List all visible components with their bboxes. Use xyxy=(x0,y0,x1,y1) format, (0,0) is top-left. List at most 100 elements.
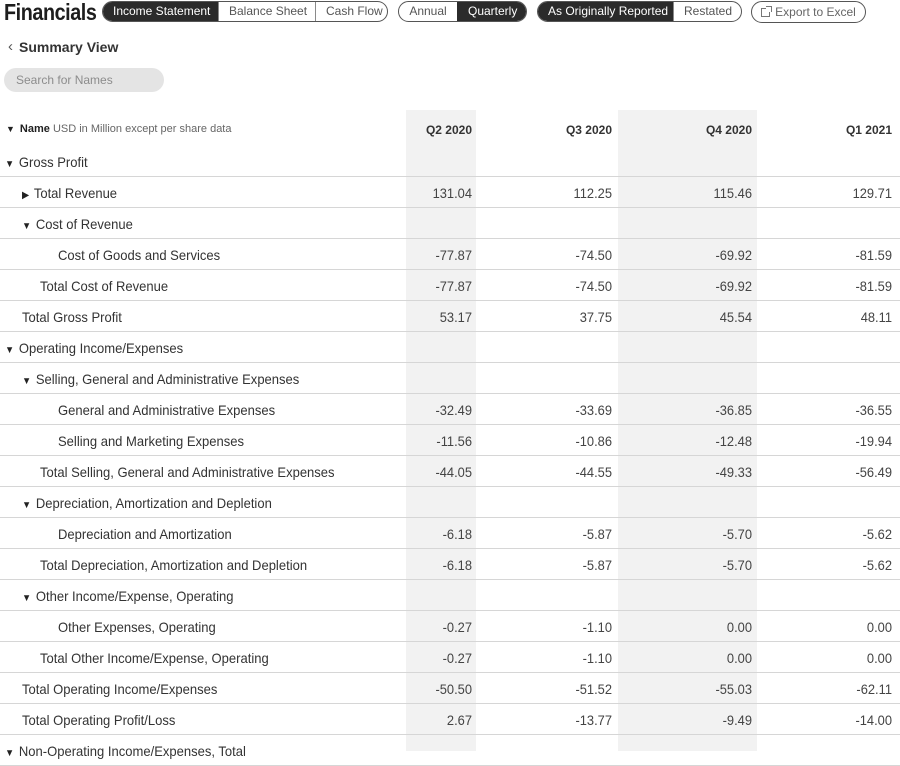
row-label: ▼ Non-Operating Income/Expenses, Total xyxy=(5,743,246,759)
summary-view-link[interactable]: ‹ Summary View xyxy=(8,38,118,55)
triangle-down-icon[interactable]: ▼ xyxy=(5,748,15,759)
table-row[interactable]: ▼ Gross Profit xyxy=(0,146,900,177)
value-cell: -33.69 xyxy=(575,402,612,418)
table-row[interactable]: ▼ Selling, General and Administrative Exp… xyxy=(0,363,900,394)
summary-view-label: Summary View xyxy=(19,38,119,55)
table-row: Total Gross Profit 53.17 37.75 45.54 48.11 xyxy=(0,301,900,332)
value-cell: 48.11 xyxy=(860,309,892,325)
row-label: Selling and Marketing Expenses xyxy=(58,433,244,449)
value-cell: 112.25 xyxy=(573,185,612,201)
row-label-text: Operating Income/Expenses xyxy=(18,340,184,356)
row-label-text: Total Selling, General and Administrativ… xyxy=(40,464,335,480)
value-cell: -19.94 xyxy=(855,433,892,449)
row-label-text: Depreciation and Amortization xyxy=(58,526,232,542)
tab-balance-sheet[interactable]: Balance Sheet xyxy=(218,2,315,21)
value-cell: -32.49 xyxy=(435,402,472,418)
value-cell: -5.70 xyxy=(722,557,752,573)
value-cell: -56.49 xyxy=(855,464,892,480)
triangle-down-icon[interactable]: ▼ xyxy=(22,221,32,232)
value-cell: -12.48 xyxy=(715,433,752,449)
period-selector: Annual Quarterly xyxy=(398,1,527,22)
row-label: Total Depreciation, Amortization and Dep… xyxy=(40,557,307,573)
value-cell: 115.46 xyxy=(713,185,752,201)
row-label-text: Depreciation, Amortization and Depletion xyxy=(35,495,272,511)
row-label: ▼ Operating Income/Expenses xyxy=(5,340,183,356)
table-row: General and Administrative Expenses -32.4… xyxy=(0,394,900,425)
tab-as-originally-reported[interactable]: As Originally Reported xyxy=(538,2,673,21)
tab-cash-flow[interactable]: Cash Flow xyxy=(315,2,387,21)
triangle-down-icon[interactable]: ▼ xyxy=(22,376,32,387)
row-label: Total Operating Income/Expenses xyxy=(22,681,217,697)
column-highlight-q4 xyxy=(618,110,757,751)
value-cell: 0.00 xyxy=(726,650,752,666)
chevron-left-icon: ‹ xyxy=(8,38,13,55)
table-row: Other Expenses, Operating -0.27 -1.10 0.00 0… xyxy=(0,611,900,642)
search-input[interactable] xyxy=(4,68,164,92)
table-row: Total Operating Profit/Loss 2.67 -13.77 -9.… xyxy=(0,704,900,735)
row-label-text: Non-Operating Income/Expenses, Total xyxy=(18,743,246,759)
name-column-header[interactable]: ▼ Name USD in Million except per share da… xyxy=(6,123,232,135)
row-label: ▼ Gross Profit xyxy=(5,154,88,170)
external-link-icon xyxy=(761,5,773,17)
table-row: Cost of Goods and Services -77.87 -74.50 -6… xyxy=(0,239,900,270)
table-row: Total Selling, General and Administrativ… xyxy=(0,456,900,487)
row-label: Total Other Income/Expense, Operating xyxy=(40,650,269,666)
tab-annual[interactable]: Annual xyxy=(409,4,447,18)
tab-income-statement[interactable]: Income Statement xyxy=(103,2,218,21)
triangle-down-icon[interactable]: ▼ xyxy=(5,159,15,170)
row-label: Total Operating Profit/Loss xyxy=(22,712,175,728)
value-cell: -36.55 xyxy=(855,402,892,418)
value-cell: -5.87 xyxy=(582,526,612,542)
value-cell: 129.71 xyxy=(852,185,892,201)
value-cell: 53.17 xyxy=(439,309,472,325)
table-body: ▼ Gross Profit ▶ Total Revenue 131.04 112.25 1… xyxy=(0,146,900,766)
table-row[interactable]: ▼ Depreciation, Amortization and Depletio… xyxy=(0,487,900,518)
tab-restated[interactable]: Restated xyxy=(673,2,741,21)
table-row: Total Depreciation, Amortization and Dep… xyxy=(0,549,900,580)
row-label: ▼ Other Income/Expense, Operating xyxy=(22,588,233,604)
row-label: Total Selling, General and Administrativ… xyxy=(40,464,335,480)
statement-selector: Income Statement Balance Sheet Cash Flow xyxy=(102,1,388,22)
row-label-text: Total Cost of Revenue xyxy=(40,278,169,294)
value-cell: -50.50 xyxy=(435,681,472,697)
value-cell: -62.11 xyxy=(856,681,892,697)
table-row[interactable]: ▼ Cost of Revenue xyxy=(0,208,900,239)
row-label-text: Gross Profit xyxy=(18,154,88,170)
financials-table: ▼ Name USD in Million except per share da… xyxy=(0,116,900,766)
value-cell: -14.00 xyxy=(855,712,892,728)
row-label-text: Selling and Marketing Expenses xyxy=(58,433,245,449)
value-cell: -44.55 xyxy=(575,464,612,480)
value-cell: -81.59 xyxy=(855,278,892,294)
triangle-down-icon[interactable]: ▼ xyxy=(22,500,32,511)
table-row: Total Operating Income/Expenses -50.50 -51… xyxy=(0,673,900,704)
value-cell: -49.33 xyxy=(715,464,752,480)
column-header-q2-2020: Q2 2020 xyxy=(425,123,472,137)
table-row[interactable]: ▼ Other Income/Expense, Operating xyxy=(0,580,900,611)
units-note: USD in Million except per share data xyxy=(52,123,232,135)
tab-quarterly[interactable]: Quarterly xyxy=(457,2,526,21)
table-row: Total Other Income/Expense, Operating -0.… xyxy=(0,642,900,673)
table-row: Depreciation and Amortization -6.18 -5.87 -… xyxy=(0,518,900,549)
export-to-excel-button[interactable]: Export to Excel xyxy=(751,1,866,23)
column-header-q3-2020: Q3 2020 xyxy=(565,123,612,137)
row-label: ▼ Cost of Revenue xyxy=(22,216,133,232)
row-label: Total Cost of Revenue xyxy=(40,278,168,294)
table-row[interactable]: ▶ Total Revenue 131.04 112.25 115.46 129.71 xyxy=(0,177,900,208)
table-header: ▼ Name USD in Million except per share da… xyxy=(0,116,900,146)
row-label: General and Administrative Expenses xyxy=(58,402,275,418)
page-title: Financials xyxy=(4,0,97,25)
value-cell: -74.50 xyxy=(575,278,612,294)
row-label: Other Expenses, Operating xyxy=(58,619,216,635)
triangle-down-icon[interactable]: ▼ xyxy=(5,345,15,356)
triangle-right-icon[interactable]: ▶ xyxy=(22,190,30,201)
value-cell: -5.62 xyxy=(862,557,892,573)
row-label-text: Total Gross Profit xyxy=(22,309,122,325)
value-cell: -6.18 xyxy=(442,526,472,542)
table-row[interactable]: ▼ Operating Income/Expenses xyxy=(0,332,900,363)
triangle-down-icon[interactable]: ▼ xyxy=(22,593,32,604)
value-cell: -74.50 xyxy=(575,247,612,263)
row-label-text: Other Income/Expense, Operating xyxy=(35,588,234,604)
column-header-q4-2020: Q4 2020 xyxy=(705,123,752,137)
value-cell: -5.70 xyxy=(722,526,752,542)
row-label: ▼ Depreciation, Amortization and Depletio… xyxy=(22,495,272,511)
